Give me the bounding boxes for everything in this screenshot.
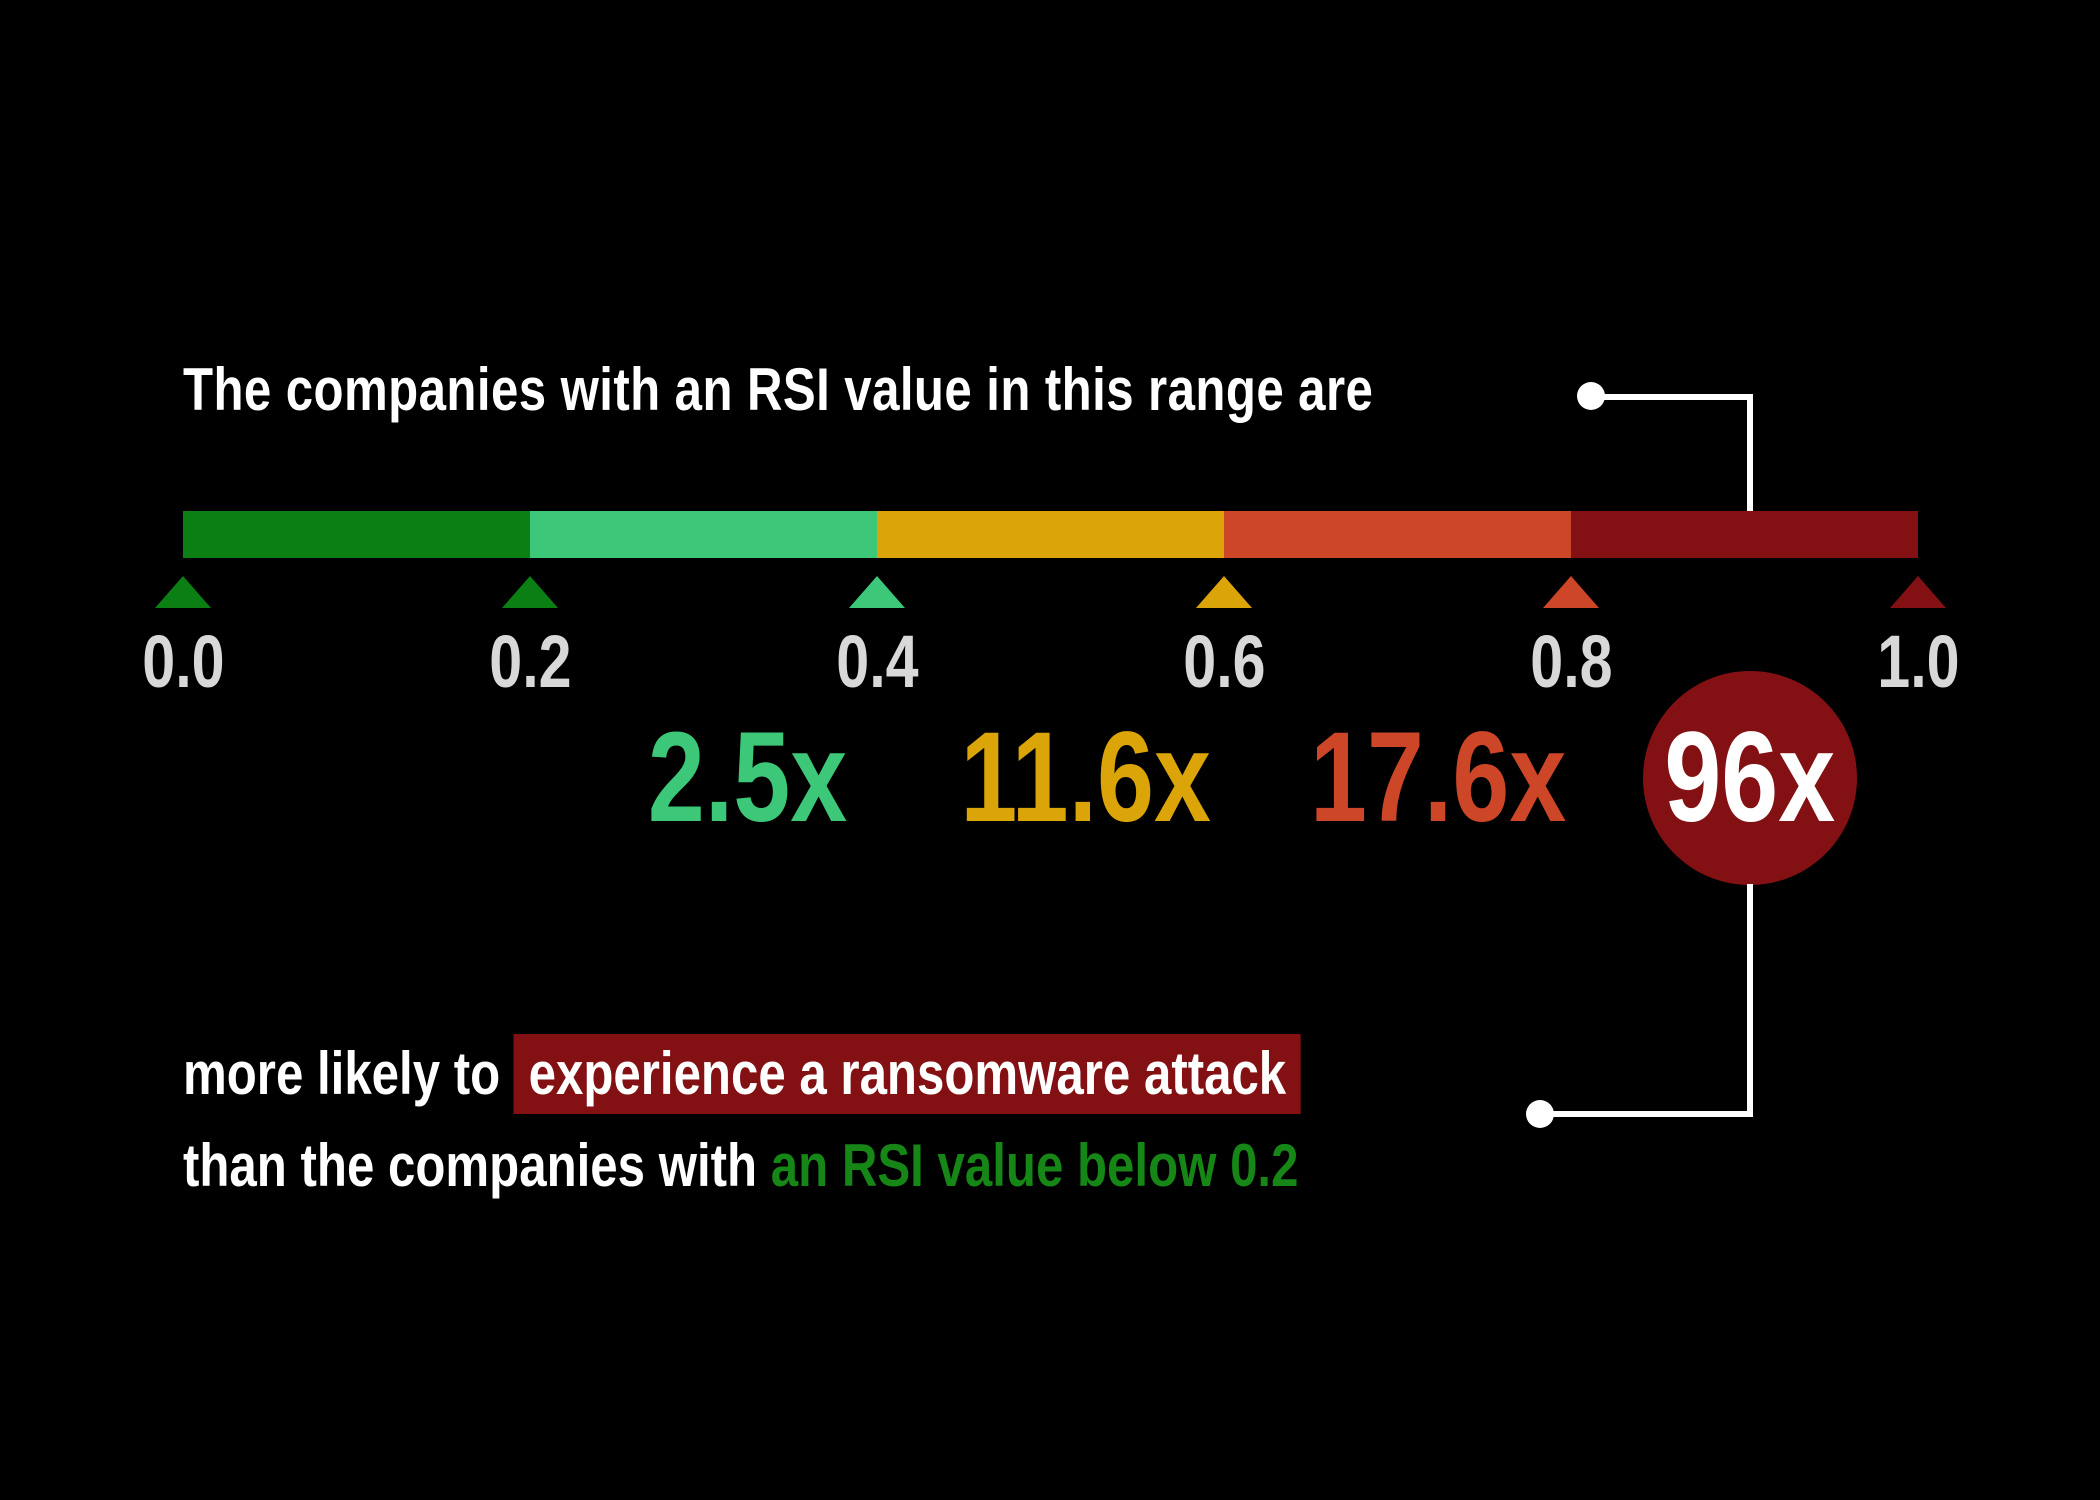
scale-segment-0.4-0.6 bbox=[877, 511, 1224, 558]
rsi-below-emphasis: an RSI value below 0.2 bbox=[770, 1132, 1299, 1199]
scale-segment-0.0-0.2 bbox=[183, 511, 530, 558]
multiplier-badge-96x: 96x bbox=[1643, 671, 1857, 885]
statement-line2-prefix: than the companies with bbox=[183, 1132, 771, 1199]
connector-bottom-vertical-line bbox=[1747, 884, 1753, 1114]
connector-top-vertical-line bbox=[1747, 394, 1753, 512]
rsi-scale-bar bbox=[183, 511, 1918, 558]
statement-line-2: than the companies with an RSI value bel… bbox=[183, 1136, 1543, 1196]
statement-line-1: more likely to experience a ransomware a… bbox=[183, 1034, 1546, 1114]
multiplier-11.6x: 11.6x bbox=[960, 706, 1212, 849]
tick-label-0.6: 0.6 bbox=[1182, 620, 1266, 703]
multiplier-2.5x: 2.5x bbox=[648, 706, 848, 849]
tick-marker-0.4 bbox=[849, 576, 905, 608]
scale-segment-0.6-0.8 bbox=[1224, 511, 1571, 558]
scale-segment-0.2-0.4 bbox=[530, 511, 877, 558]
tick-marker-0.0 bbox=[155, 576, 211, 608]
tick-marker-0.6 bbox=[1196, 576, 1252, 608]
connector-bottom-dot bbox=[1526, 1100, 1554, 1128]
tick-label-0.2: 0.2 bbox=[488, 620, 572, 703]
tick-label-1.0: 1.0 bbox=[1876, 620, 1960, 703]
tick-marker-0.2 bbox=[502, 576, 558, 608]
tick-marker-0.8 bbox=[1543, 576, 1599, 608]
statement-line1-prefix: more likely to bbox=[183, 1040, 514, 1107]
connector-bottom-horizontal-line bbox=[1540, 1111, 1753, 1117]
ransomware-attack-highlight: experience a ransomware attack bbox=[513, 1034, 1301, 1114]
page-title: The companies with an RSI value in this … bbox=[183, 360, 1635, 420]
tick-marker-1.0 bbox=[1890, 576, 1946, 608]
scale-segment-0.8-1.0 bbox=[1571, 511, 1918, 558]
connector-top-horizontal-line bbox=[1592, 394, 1753, 400]
page-title-text: The companies with an RSI value in this … bbox=[183, 356, 1374, 423]
tick-label-0.0: 0.0 bbox=[141, 620, 225, 703]
multiplier-17.6x: 17.6x bbox=[1309, 706, 1567, 849]
tick-label-0.4: 0.4 bbox=[835, 620, 919, 703]
tick-label-0.8: 0.8 bbox=[1529, 620, 1613, 703]
